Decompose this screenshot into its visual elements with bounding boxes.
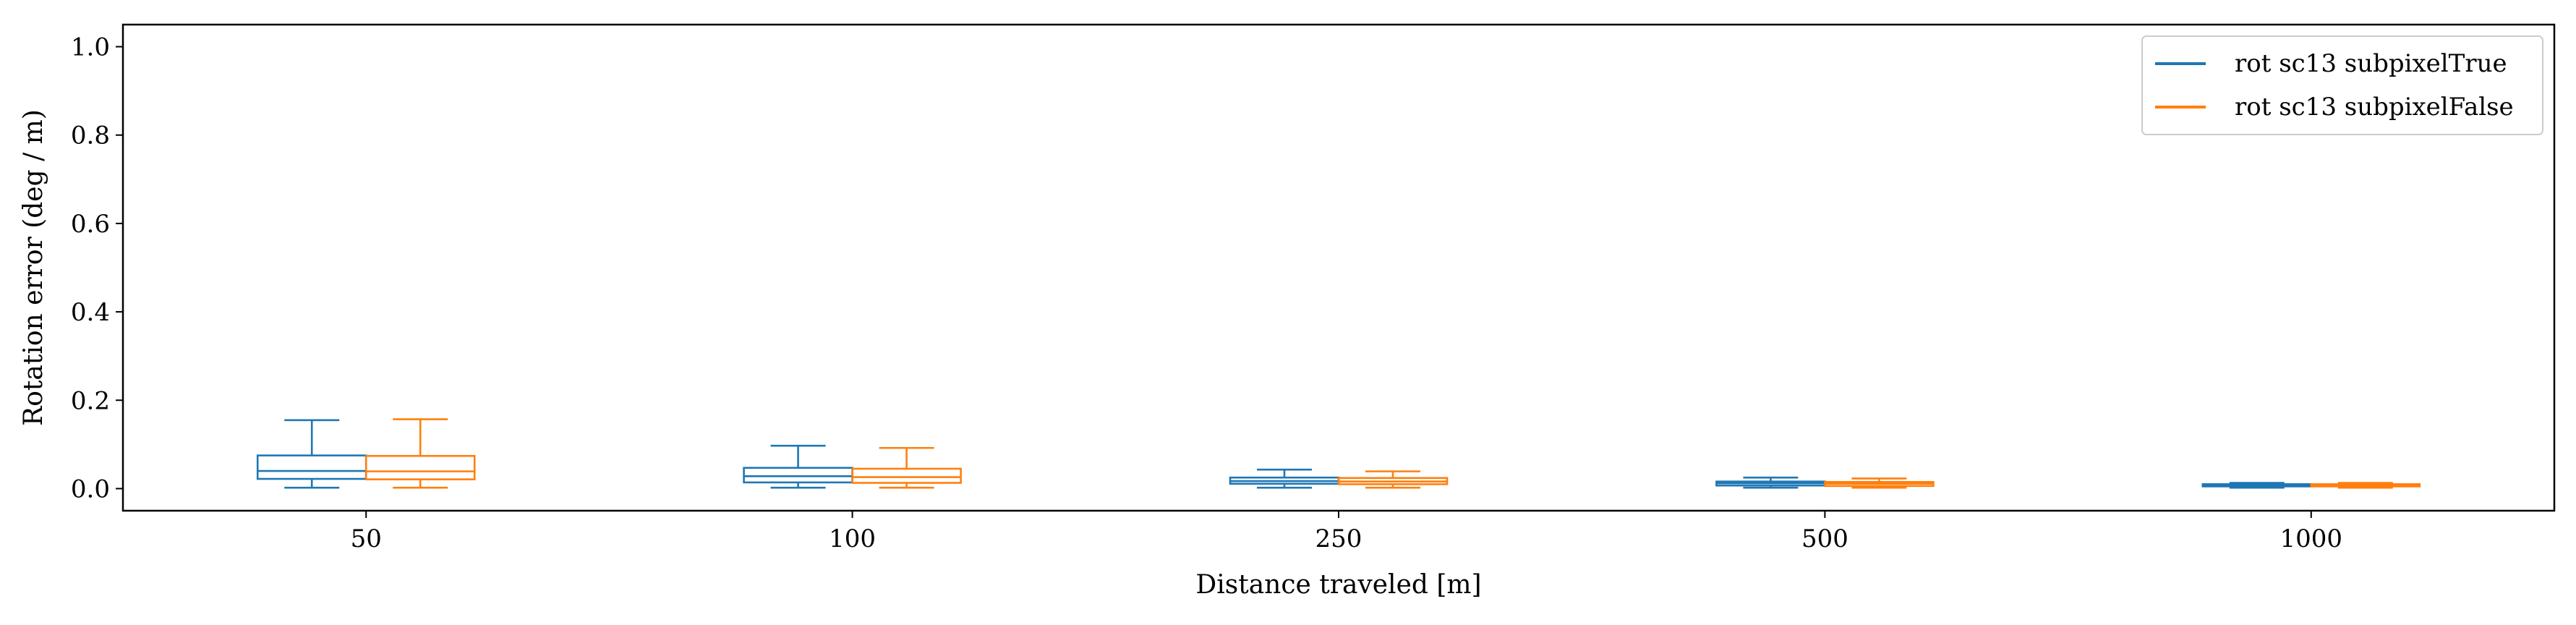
- y-tick-label: 0.0: [71, 475, 110, 503]
- y-tick-label: 1.0: [71, 33, 110, 62]
- box-subpixel-false-250: [1337, 470, 1449, 489]
- iqr-box: [364, 454, 476, 480]
- y-tick-label: 0.6: [71, 210, 110, 239]
- y-tick-label: 0.2: [71, 386, 110, 415]
- box-subpixel-true-250: [1229, 468, 1340, 489]
- box-subpixel-false-1000: [2310, 482, 2421, 489]
- x-tick-label: 100: [829, 524, 876, 553]
- y-tick-label: 0.8: [71, 122, 110, 150]
- box-subpixel-true-100: [743, 444, 853, 489]
- axes: 0.0 0.2 0.4 0.6 0.8 1.0 50 100 250 500 1000: [71, 33, 2342, 553]
- y-tick-label: 0.4: [71, 298, 110, 327]
- x-tick-label: 50: [351, 524, 382, 553]
- x-tick-label: 250: [1315, 524, 1362, 553]
- legend-label: rot sc13 subpixelTrue: [2235, 49, 2507, 78]
- iqr-box: [743, 467, 853, 484]
- box-subpixel-false-500: [1824, 477, 1935, 489]
- legend-box: [2141, 35, 2543, 135]
- iqr-box: [256, 454, 367, 480]
- plot-marks: [256, 418, 2421, 489]
- legend-item: rot sc13 subpixelFalse: [2155, 93, 2514, 122]
- box-subpixel-true-500: [1715, 476, 1826, 489]
- iqr-box: [851, 467, 962, 484]
- box-subpixel-true-50: [256, 419, 367, 489]
- legend-label: rot sc13 subpixelFalse: [2235, 93, 2514, 122]
- x-tick-label: 1000: [2280, 524, 2343, 553]
- box-subpixel-false-100: [851, 446, 962, 489]
- legend-item: rot sc13 subpixelTrue: [2155, 49, 2507, 78]
- legend: rot sc13 subpixelTrue rot sc13 subpixelFa…: [2141, 35, 2543, 135]
- x-tick-label: 500: [1801, 524, 1848, 553]
- x-axis-label: Distance traveled [m]: [1195, 570, 1481, 600]
- y-axis-label: Rotation error (deg / m): [19, 109, 48, 426]
- box-subpixel-false-50: [364, 418, 476, 489]
- box-subpixel-true-1000: [2201, 482, 2313, 489]
